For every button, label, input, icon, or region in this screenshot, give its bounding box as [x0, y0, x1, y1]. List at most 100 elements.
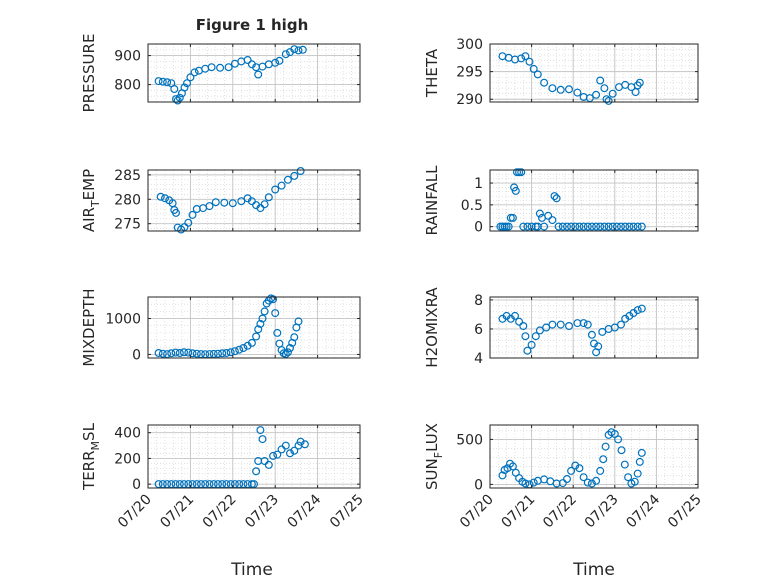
- y-tick-label: 290: [456, 92, 483, 108]
- y-tick-label: 295: [456, 65, 483, 81]
- plot-area: [148, 425, 360, 488]
- data-point: [564, 85, 573, 94]
- ylabel-1: PRESSURE: [80, 34, 98, 113]
- data-point: [540, 78, 549, 87]
- data-point: [226, 348, 235, 357]
- data-point: [158, 77, 167, 86]
- ylabel-8: SUNFLUX: [423, 423, 445, 490]
- data-point: [175, 349, 184, 358]
- data-point: [163, 78, 172, 87]
- ylabel-5: MIXDEPTH: [80, 288, 98, 366]
- plot-area: [490, 170, 698, 231]
- data-point: [256, 426, 265, 435]
- y-tick-label: 0: [474, 220, 483, 236]
- data-point: [239, 344, 248, 353]
- x-tick-label: 07/24: [285, 491, 325, 531]
- y-tick-label: 0: [132, 477, 141, 493]
- data-point: [552, 194, 561, 203]
- data-point: [167, 349, 176, 358]
- x-tick-label: 07/22: [540, 492, 580, 532]
- data-point: [637, 448, 646, 457]
- data-point: [172, 208, 181, 217]
- subplot-3: 275 280 285 AIRTEMP: [80, 167, 361, 234]
- y-tick-label: 1000: [105, 312, 141, 328]
- data-point: [525, 57, 534, 66]
- data-point: [158, 349, 167, 358]
- data-point: [209, 349, 218, 358]
- data-point: [503, 464, 512, 473]
- data-point: [519, 222, 528, 231]
- data-point: [637, 222, 646, 231]
- axes-box: [147, 424, 361, 489]
- data-point: [571, 461, 580, 470]
- data-point: [517, 54, 526, 63]
- data-point: [277, 181, 286, 190]
- data-point: [161, 194, 170, 203]
- y-tick-label: 500: [456, 432, 483, 448]
- data-point: [508, 213, 517, 222]
- data-point: [544, 211, 553, 220]
- data-point: [508, 462, 517, 471]
- data-point: [515, 317, 524, 326]
- y-tick-label: 0: [474, 477, 483, 493]
- data-point: [604, 222, 613, 231]
- y-tick-label: 4: [474, 351, 483, 367]
- data-point: [273, 450, 282, 459]
- data-point: [608, 222, 617, 231]
- data-point: [550, 192, 559, 201]
- data-point: [567, 222, 576, 231]
- data-point: [614, 435, 623, 444]
- y-tick-label: 800: [114, 78, 141, 94]
- data-point: [616, 320, 625, 329]
- data-point: [258, 314, 267, 323]
- data-point: [600, 84, 609, 93]
- subplot-6: 4 6 8 H2OMIXRA: [423, 287, 699, 368]
- data-point: [220, 198, 229, 207]
- xlabel-left: Time: [230, 560, 273, 580]
- data-point: [583, 222, 592, 231]
- axes-box: [489, 296, 699, 359]
- data-point: [535, 326, 544, 335]
- data-point: [602, 95, 611, 104]
- data-point: [511, 311, 520, 320]
- data-point: [531, 332, 540, 341]
- data-point: [616, 222, 625, 231]
- data-point: [612, 222, 621, 231]
- data-point: [207, 63, 216, 72]
- data-point: [275, 56, 284, 65]
- y-tick-label: 900: [114, 49, 141, 65]
- data-point: [548, 216, 557, 225]
- data-point: [556, 85, 565, 94]
- data-point: [573, 88, 582, 97]
- data-point: [175, 93, 184, 102]
- x-tick-label: 07/23: [242, 492, 282, 532]
- data-point: [294, 46, 303, 55]
- data-point: [243, 55, 252, 64]
- y-tick-label: 280: [114, 192, 141, 208]
- data-point: [608, 89, 617, 98]
- data-point: [235, 345, 244, 354]
- data-point: [624, 473, 633, 482]
- data-point: [610, 323, 619, 332]
- data-point: [601, 442, 610, 451]
- data-point: [587, 222, 596, 231]
- data-point: [556, 320, 565, 329]
- x-tick-label: 07/20: [457, 492, 497, 532]
- data-point: [269, 451, 278, 460]
- ylabel-2: THETA: [423, 48, 441, 98]
- data-point: [523, 346, 532, 355]
- axes-box: [147, 169, 361, 232]
- x-tick-label: 07/23: [582, 492, 622, 532]
- data-point: [254, 70, 263, 79]
- data-point: [171, 348, 180, 357]
- data-point: [542, 323, 551, 332]
- subplot-4: 0 0.5 1 RAINFALL: [423, 165, 699, 236]
- x-tick-label: 07/22: [200, 492, 240, 532]
- axes-box: [489, 169, 699, 232]
- data-point: [184, 348, 193, 357]
- data-point: [290, 446, 299, 455]
- ylabel-6: H2OMIXRA: [423, 287, 441, 368]
- data-point: [273, 328, 282, 337]
- subplot-8: 0 500 07/20 07/21 07/22 07/23 07/24 07/25 SUNFLU…: [423, 423, 705, 531]
